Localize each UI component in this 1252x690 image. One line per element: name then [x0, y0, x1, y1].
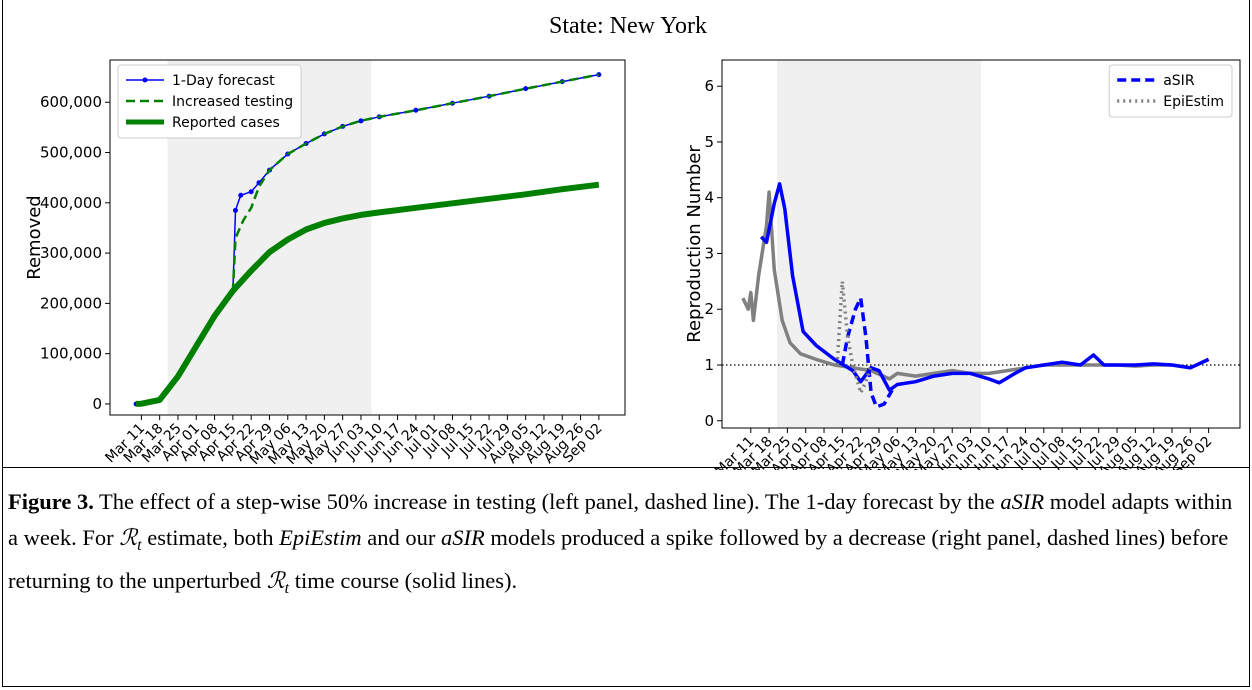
plot-frame	[109, 59, 626, 416]
data-point	[523, 86, 529, 92]
figure: State: New York 0100,000200,000300,00040…	[24, 13, 1241, 470]
series-line	[835, 279, 873, 395]
y-tick-label: 200,000	[40, 294, 102, 312]
caption-text: ℛ	[266, 568, 285, 594]
legend-label: 1-Day forecast	[172, 73, 275, 89]
legend-marker	[142, 77, 148, 83]
caption-text: t	[137, 536, 142, 554]
y-tick-label: 100,000	[40, 345, 102, 363]
legend: aSIR EpiEstim	[1108, 64, 1233, 118]
caption-text: t	[284, 580, 290, 597]
y-tick-label: 0	[92, 395, 102, 413]
plot-frame	[721, 59, 1241, 429]
data-point	[238, 192, 244, 198]
series-line	[136, 73, 600, 406]
legend-label: EpiEstim	[1163, 94, 1224, 110]
legend-label: aSIR	[1163, 73, 1195, 89]
legend-box	[1108, 64, 1233, 118]
shaded-region	[776, 60, 981, 428]
separator	[2, 467, 1250, 468]
caption-text: time course (solid lines).	[289, 568, 518, 593]
y-axis-label: Removed	[24, 195, 45, 279]
figure-title: State: New York	[549, 13, 707, 39]
caption-text: The effect of a step-wise 50% increase i…	[93, 489, 1001, 514]
series-line	[135, 181, 600, 407]
y-tick-label: 6	[704, 77, 714, 95]
caption-text: ℛ	[119, 524, 138, 551]
series-line	[840, 296, 894, 409]
y-tick-label: 2	[704, 300, 714, 318]
y-tick-label: 300,000	[40, 244, 102, 262]
caption-text: and our	[361, 524, 441, 550]
legend-label: Increased testing	[172, 94, 293, 110]
data-point	[248, 189, 254, 195]
y-tick-label: 0	[704, 412, 714, 430]
y-tick-label: 3	[704, 244, 714, 262]
y-tick-label: 600,000	[40, 93, 102, 111]
legend-label: Reported cases	[172, 115, 280, 131]
y-tick-label: 5	[704, 133, 714, 151]
caption-text: aSIR	[440, 524, 485, 550]
caption-text: estimate, both	[141, 524, 280, 550]
caption-text: models produced a spike followed by a de…	[8, 524, 1229, 594]
data-point	[413, 107, 419, 113]
y-tick-label: 400,000	[40, 194, 102, 212]
data-point	[232, 207, 238, 213]
legend: 1-Day forecast Increased testing Reported …	[117, 64, 302, 139]
caption-text: aSIR	[1000, 489, 1045, 514]
caption-text: EpiEstim	[279, 524, 362, 550]
y-tick-label: 1	[704, 356, 714, 374]
caption-text: model adapts within a week. For	[8, 489, 1233, 550]
y-axis-label: Reproduction Number	[684, 145, 705, 343]
y-tick-label: 4	[704, 189, 714, 207]
data-point	[358, 118, 364, 124]
y-tick-label: 500,000	[40, 144, 102, 162]
series-line	[759, 182, 1210, 392]
caption-text: Figure 3.	[8, 489, 94, 514]
caption: Figure 3. The effect of a step-wise 50% …	[8, 484, 1244, 607]
